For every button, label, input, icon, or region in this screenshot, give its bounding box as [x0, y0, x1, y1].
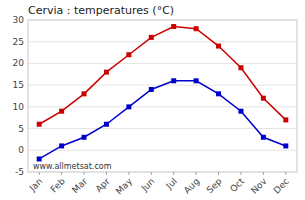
- x-tick: [263, 172, 264, 175]
- grid-line: [28, 20, 297, 21]
- x-tick: [285, 172, 286, 175]
- y-tick-label: 25: [13, 37, 24, 47]
- x-axis: JanFebMar AprMayJun Jul AugSepOctNovDec: [27, 172, 291, 196]
- x-tick: [196, 172, 197, 175]
- x-tick: [39, 172, 40, 175]
- point-marker: [283, 143, 288, 148]
- grid-line: [28, 41, 297, 42]
- x-tick: [173, 172, 174, 175]
- x-tick-label: Sep: [205, 176, 224, 195]
- y-tick-label: 20: [13, 58, 25, 68]
- chart: -5 0 5 10 15 20 25 30 JanFebMar AprMayJun Jul AugSe…: [0, 0, 305, 200]
- point-marker: [126, 104, 131, 109]
- x-tick-label: Mar: [70, 176, 89, 195]
- x-tick-label: Nov: [249, 176, 269, 196]
- point-marker: [104, 70, 109, 75]
- point-marker: [261, 96, 266, 101]
- point-marker: [216, 44, 221, 49]
- x-tick-label: Jun: [139, 176, 157, 194]
- series-line: [39, 81, 286, 159]
- point-marker: [149, 87, 154, 92]
- x-tick: [151, 172, 152, 175]
- grid-line: [28, 172, 297, 173]
- point-marker: [59, 143, 64, 148]
- x-tick-label: Jul: [163, 176, 178, 191]
- point-marker: [82, 135, 87, 140]
- y-axis: -5 0 5 10 15 20 25 30: [13, 15, 297, 177]
- point-marker: [37, 156, 42, 161]
- point-marker: [283, 117, 288, 122]
- point-marker: [37, 122, 42, 127]
- x-tick-label: Jan: [27, 176, 45, 194]
- x-tick-label: Aug: [182, 176, 202, 196]
- x-tick: [84, 172, 85, 175]
- y-tick-label: 0: [18, 145, 24, 155]
- point-marker: [216, 91, 221, 96]
- x-tick: [240, 172, 241, 175]
- point-marker: [171, 24, 176, 29]
- point-marker: [82, 91, 87, 96]
- y-tick-label: 30: [13, 15, 25, 25]
- point-marker: [149, 35, 154, 40]
- grid-line: [28, 150, 297, 151]
- point-marker: [238, 109, 243, 114]
- y-tick-label: 10: [13, 102, 25, 112]
- point-marker: [261, 135, 266, 140]
- x-tick-label: Feb: [49, 176, 68, 195]
- series-line: [39, 27, 286, 125]
- y-tick-label: 15: [13, 80, 24, 90]
- x-tick-label: Apr: [94, 176, 112, 194]
- grid-line: [28, 63, 297, 64]
- title: Cervia : temperatures (°C): [28, 4, 174, 17]
- x-tick: [218, 172, 219, 175]
- point-marker: [238, 65, 243, 70]
- plot-data: [37, 24, 289, 161]
- x-tick: [128, 172, 129, 175]
- point-marker: [104, 122, 109, 127]
- point-marker: [194, 26, 199, 31]
- x-tick-label: Dec: [272, 176, 291, 195]
- x-tick-label: Oct: [228, 176, 246, 194]
- point-marker: [126, 52, 131, 57]
- x-tick: [106, 172, 107, 175]
- x-tick: [61, 172, 62, 175]
- plot-area: [28, 20, 297, 172]
- y-tick-label: 5: [18, 124, 24, 134]
- y-tick-label: -5: [15, 167, 24, 177]
- point-marker: [194, 78, 199, 83]
- watermark: www.allmetsat.com: [33, 162, 112, 171]
- point-marker: [171, 78, 176, 83]
- x-tick-label: May: [114, 176, 135, 197]
- point-marker: [59, 109, 64, 114]
